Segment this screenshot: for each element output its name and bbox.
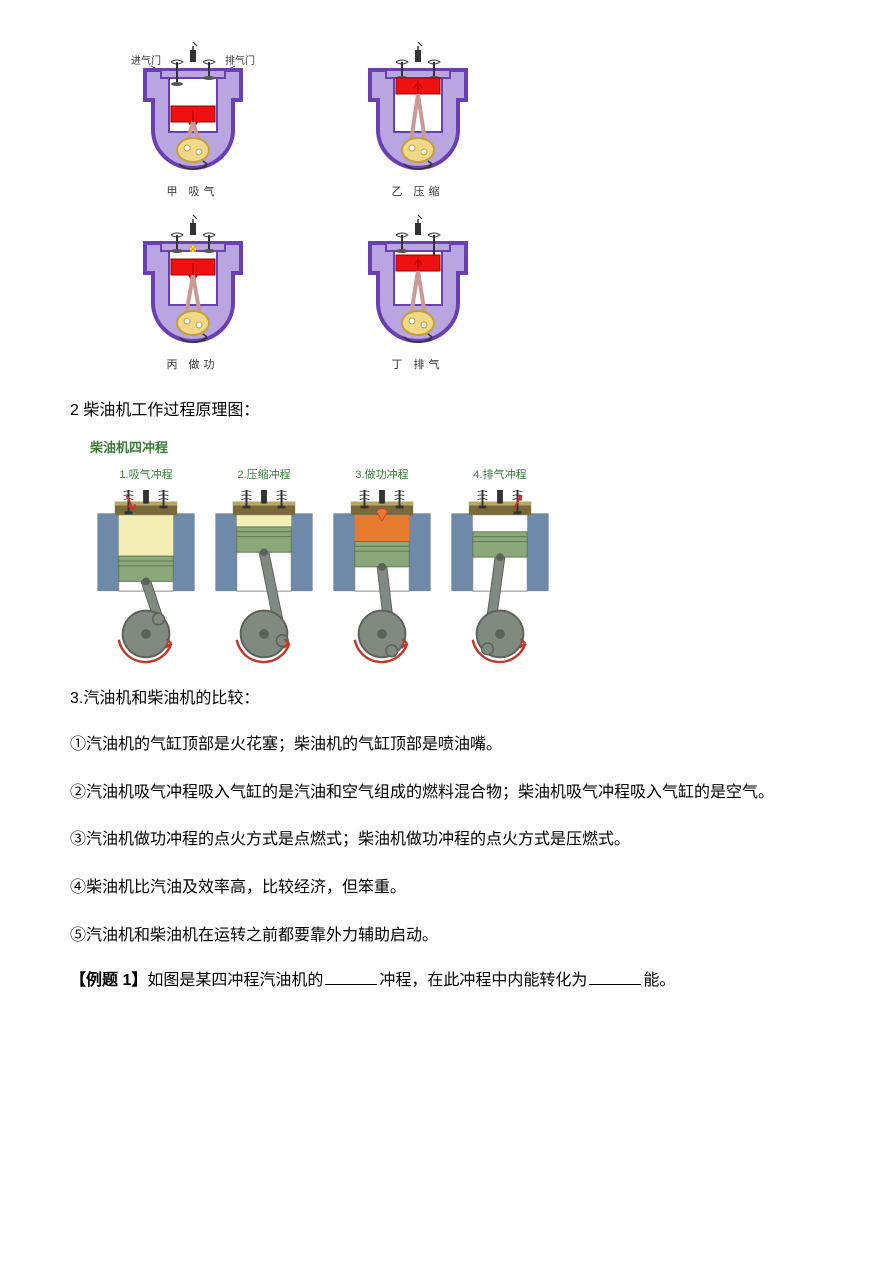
gasoline-caption-a: 甲 吸气: [166, 182, 218, 203]
diesel-label-2: 2.压缩冲程: [237, 465, 290, 486]
engine-stroke-a: 进气门 排气门: [113, 40, 273, 180]
gasoline-engine-diagram: 进气门 排气门 甲 吸气: [90, 40, 520, 376]
diesel-label-3: 3.做功冲程: [355, 465, 408, 486]
example-tag: 【例题 1】: [70, 972, 147, 989]
example-text-c: 能。: [643, 972, 675, 989]
diesel-stroke: [444, 488, 556, 668]
engine-stroke-c: [113, 213, 273, 353]
blank-2: [589, 969, 641, 985]
section-2-heading: 2 柴油机工作过程原理图：: [70, 396, 832, 426]
diesel-label-4: 4.排气冲程: [473, 465, 526, 486]
engine-stroke-b: [338, 40, 498, 180]
diesel-stroke: [208, 488, 320, 668]
comparison-point-3: ③汽油机做功冲程的点火方式是点燃式；柴油机做功冲程的点火方式是压燃式。: [70, 823, 832, 857]
diesel-engine-diagram: 柴油机四冲程 1.吸气冲程 2.压缩冲程: [90, 436, 832, 668]
section-3-heading: 3.汽油机和柴油机的比较：: [70, 684, 832, 714]
svg-text:排气门: 排气门: [225, 54, 255, 67]
example-1: 【例题 1】如图是某四冲程汽油机的 冲程，在此冲程中内能转化为 能。: [70, 966, 832, 996]
blank-1: [325, 969, 377, 985]
diesel-title: 柴油机四冲程: [90, 436, 832, 461]
gasoline-caption-b: 乙 压缩: [391, 182, 443, 203]
svg-text:进气门: 进气门: [131, 54, 161, 67]
example-text-b: 冲程，在此冲程中内能转化为: [379, 972, 587, 989]
gasoline-cell-b: 乙 压缩: [315, 40, 520, 203]
diesel-col-1: 1.吸气冲程: [90, 465, 202, 668]
gasoline-cell-c: 丙 做功: [90, 213, 295, 376]
example-text-a: 如图是某四冲程汽油机的: [147, 972, 323, 989]
comparison-point-5: ⑤汽油机和柴油机在运转之前都要靠外力辅助启动。: [70, 919, 832, 953]
engine-stroke-d: [338, 213, 498, 353]
comparison-point-2: ②汽油机吸气冲程吸入气缸的是汽油和空气组成的燃料混合物；柴油机吸气冲程吸入气缸的…: [70, 776, 832, 810]
gasoline-caption-d: 丁 排气: [391, 355, 443, 376]
gasoline-cell-d: 丁 排气: [315, 213, 520, 376]
diesel-col-3: 3.做功冲程: [326, 465, 438, 668]
diesel-label-1: 1.吸气冲程: [119, 465, 172, 486]
diesel-stroke: [90, 488, 202, 668]
gasoline-cell-a: 进气门 排气门 甲 吸气: [90, 40, 295, 203]
gasoline-caption-c: 丙 做功: [166, 355, 218, 376]
diesel-col-4: 4.排气冲程: [444, 465, 556, 668]
comparison-point-1: ①汽油机的气缸顶部是火花塞；柴油机的气缸顶部是喷油嘴。: [70, 728, 832, 762]
comparison-point-4: ④柴油机比汽油及效率高，比较经济，但笨重。: [70, 871, 832, 905]
diesel-stroke: [326, 488, 438, 668]
diesel-col-2: 2.压缩冲程: [208, 465, 320, 668]
